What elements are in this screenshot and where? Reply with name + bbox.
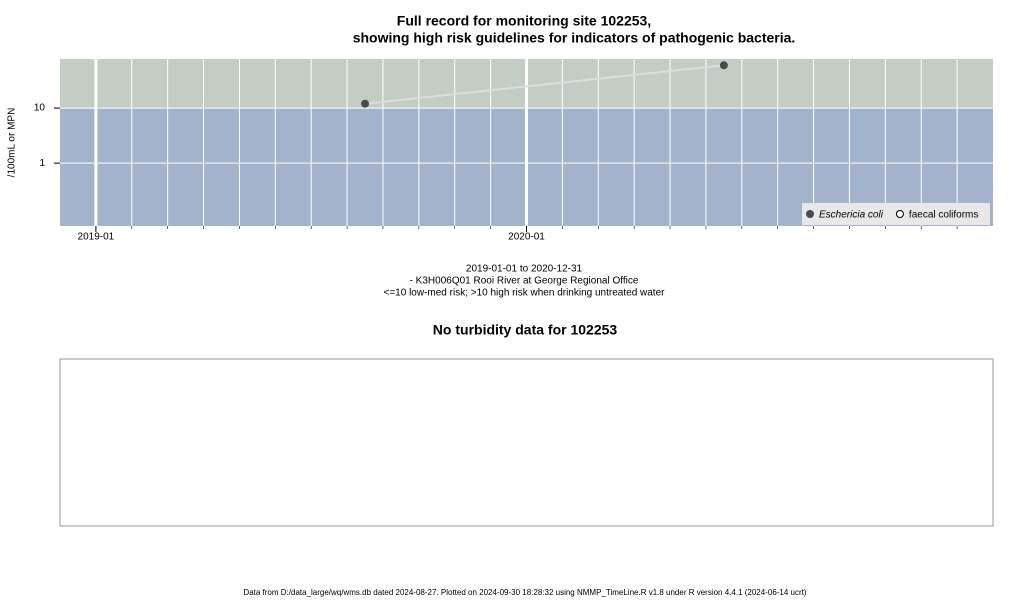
footer: Data from D:/data_large/wq/wms.db dated …	[243, 588, 806, 597]
data-point	[361, 99, 370, 108]
caption: 2019-01-01 to 2020-12-31	[466, 264, 583, 275]
legend-label: faecal coliforms	[909, 210, 978, 221]
chart-title: Full record for monitoring site 102253,	[397, 13, 651, 29]
chart-title: showing high risk guidelines for indicat…	[353, 30, 796, 46]
data-point	[719, 61, 728, 70]
panel-title: No turbidity data for 102253	[433, 322, 618, 338]
caption: - K3H006Q01 Rooi River at George Regiona…	[410, 276, 639, 287]
legend-marker	[806, 210, 814, 218]
empty-panel	[59, 358, 994, 527]
x-tick-label: 2019-01	[78, 232, 115, 243]
y-axis-label: /100mL or MPN	[7, 108, 18, 178]
caption: <=10 low-med risk; >10 high risk when dr…	[384, 288, 666, 299]
legend-marker	[895, 210, 904, 218]
x-tick-label: 2020-01	[508, 232, 545, 243]
y-tick-label: 10	[34, 103, 46, 114]
legend-label: Eschericia coli	[819, 210, 884, 221]
series-line	[364, 64, 724, 105]
y-tick-label: 1	[39, 158, 45, 169]
